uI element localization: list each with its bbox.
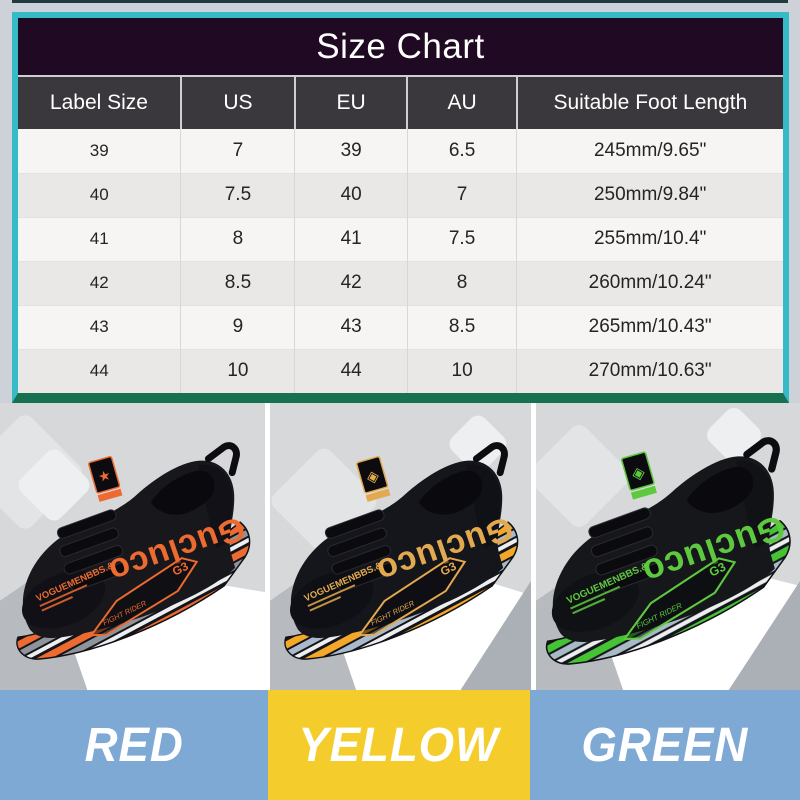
size-cell: 8 xyxy=(406,260,517,305)
color-option-red: RED xyxy=(0,690,268,800)
size-table: Label Size US EU AU Suitable Foot Length… xyxy=(18,75,783,393)
table-row: 42 8.5 42 8 260mm/10.24" xyxy=(18,260,783,305)
size-cell: 43 xyxy=(294,304,408,349)
size-chart-panel: Size Chart Label Size US EU AU Suitable … xyxy=(12,12,789,403)
laces xyxy=(588,507,663,594)
top-divider xyxy=(12,0,788,3)
size-cell: 245mm/9.65" xyxy=(516,129,783,173)
column-header-label-size: Label Size xyxy=(18,75,181,129)
size-cell: 10 xyxy=(406,348,517,393)
color-label: YELLOW xyxy=(298,718,500,772)
header-row: Label Size US EU AU Suitable Foot Length xyxy=(18,75,783,129)
size-cell: 44 xyxy=(294,348,408,393)
size-cell: 7.5 xyxy=(406,216,517,261)
sneaker-illustration: ★ Gucluco VOGUEMENBBS.& G3 FIGHT RIDER xyxy=(15,442,250,661)
table-row: 41 8 41 7.5 255mm/10.4" xyxy=(18,216,783,261)
svg-text:G3: G3 xyxy=(438,559,459,579)
size-cell: 42 xyxy=(294,260,408,305)
heel-pull-tab xyxy=(743,437,780,473)
size-cell: 39 xyxy=(18,129,181,173)
heel-pull-tab xyxy=(204,442,240,477)
svg-text:G3: G3 xyxy=(707,560,728,580)
product-photo-red: ★ Gucluco VOGUEMENBBS.& G3 FIGHT RIDER xyxy=(0,403,265,690)
size-cell: 270mm/10.63" xyxy=(516,348,783,393)
size-cell: 7 xyxy=(406,172,517,217)
size-cell: 40 xyxy=(294,172,408,217)
star-icon: ★ xyxy=(96,467,112,486)
sneaker-illustration: ◈ Gucluco VOGUEMENBBS.& G3 FIGHT RIDER xyxy=(545,437,791,666)
size-cell: 250mm/9.84" xyxy=(516,172,783,217)
heel-pull-tab xyxy=(472,442,508,477)
size-cell: 44 xyxy=(18,348,181,393)
size-cell: 9 xyxy=(180,304,295,349)
size-cell: 43 xyxy=(18,304,181,349)
size-cell: 10 xyxy=(180,348,295,393)
laces xyxy=(324,509,395,592)
table-row: 39 7 39 6.5 245mm/9.65" xyxy=(18,129,783,173)
size-cell: 39 xyxy=(294,129,408,173)
size-cell: 7 xyxy=(180,129,295,173)
column-header-eu: EU xyxy=(293,75,408,129)
size-cell: 8.5 xyxy=(180,260,295,305)
table-row: 43 9 43 8.5 265mm/10.43" xyxy=(18,304,783,349)
monogram-icon: ◈ xyxy=(364,467,381,487)
size-cell: 255mm/10.4" xyxy=(516,216,783,261)
shoe-collar xyxy=(418,470,482,515)
size-cell: 8.5 xyxy=(406,304,517,349)
color-option-green: GREEN xyxy=(530,690,800,800)
size-cell: 41 xyxy=(294,216,408,261)
size-cell: 42 xyxy=(18,260,181,305)
column-header-au: AU xyxy=(406,75,517,129)
tongue-tag: ◈ xyxy=(355,456,390,503)
color-label: GREEN xyxy=(581,718,749,772)
product-photo-yellow: ◈ Gucluco VOGUEMENBBS.& G3 FIGHT RIDER xyxy=(270,403,531,690)
color-options-bar: RED YELLOW GREEN xyxy=(0,690,800,800)
tongue-tag: ★ xyxy=(87,456,122,503)
size-cell: 6.5 xyxy=(406,129,517,173)
table-row: 44 10 44 10 270mm/10.63" xyxy=(18,348,783,393)
laces xyxy=(56,509,127,592)
shoe-collar xyxy=(686,467,754,514)
shoe-collar xyxy=(150,470,214,515)
size-cell: 8 xyxy=(180,216,295,261)
size-cell: 40 xyxy=(18,172,181,217)
size-cell: 41 xyxy=(18,216,181,261)
size-cell: 7.5 xyxy=(180,172,295,217)
color-label: RED xyxy=(84,718,184,772)
column-header-foot-length: Suitable Foot Length xyxy=(515,75,783,129)
sneaker-illustration: ◈ Gucluco VOGUEMENBBS.& G3 FIGHT RIDER xyxy=(283,442,518,661)
color-option-yellow: YELLOW xyxy=(268,690,530,800)
svg-text:G3: G3 xyxy=(170,559,191,579)
size-cell: 260mm/10.24" xyxy=(516,260,783,305)
tongue-tag: ◈ xyxy=(620,451,657,500)
chart-title: Size Chart xyxy=(18,18,783,75)
column-header-us: US xyxy=(179,75,295,129)
product-photos: ★ Gucluco VOGUEMENBBS.& G3 FIGHT RIDER xyxy=(0,403,800,690)
product-photo-green: ◈ Gucluco VOGUEMENBBS.& G3 FIGHT RIDER xyxy=(536,403,800,690)
table-row: 40 7.5 40 7 250mm/9.84" xyxy=(18,172,783,217)
size-cell: 265mm/10.43" xyxy=(516,304,783,349)
